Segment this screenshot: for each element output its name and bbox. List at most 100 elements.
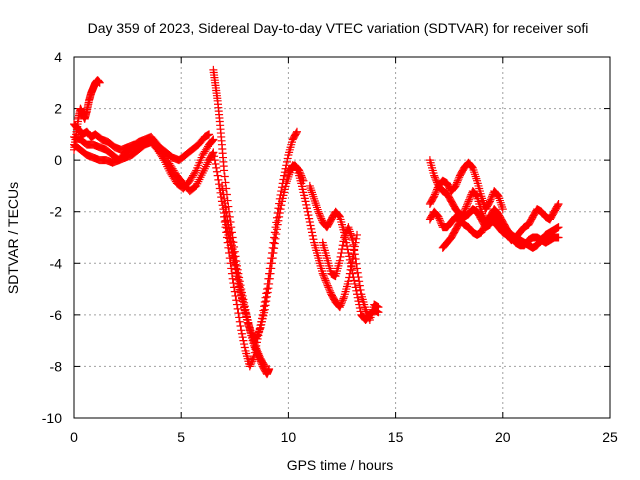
data-point (471, 190, 480, 199)
data-point (270, 239, 279, 248)
data-point (460, 207, 469, 216)
y-tick-label: -6 (50, 307, 63, 323)
data-point (498, 202, 507, 211)
x-tick-label: 0 (70, 429, 78, 445)
data-point (472, 174, 481, 183)
data-point (319, 271, 328, 280)
data-point (270, 228, 279, 237)
data-point (208, 136, 217, 145)
data-point (282, 157, 291, 166)
data-point (459, 209, 468, 218)
data-point (431, 188, 440, 197)
data-point (222, 228, 231, 237)
data-point (462, 202, 471, 211)
data-point (270, 233, 279, 242)
data-point (260, 305, 269, 314)
data-point (220, 166, 229, 175)
data-point (95, 78, 104, 87)
data-point (554, 223, 563, 232)
data-point (302, 200, 311, 209)
data-point (351, 254, 360, 263)
data-point (237, 326, 246, 335)
data-point (264, 274, 273, 283)
plot-frame (73, 56, 611, 419)
y-axis: -10 -8 -6 -4 -2 0 2 4 (42, 49, 610, 426)
data-point (221, 203, 230, 212)
data-point (456, 216, 465, 225)
data-point (338, 297, 346, 306)
data-point (272, 218, 281, 227)
data-point (322, 279, 331, 288)
series-arc-j (318, 223, 383, 325)
data-point (232, 268, 241, 277)
data-point (223, 238, 232, 247)
data-point (209, 135, 218, 144)
data-point (470, 170, 479, 179)
data-point (254, 331, 263, 340)
data-point (261, 301, 270, 310)
data-point (245, 325, 254, 334)
data-point (228, 274, 237, 283)
data-point (457, 214, 466, 223)
data-point (307, 224, 316, 233)
data-point (236, 286, 245, 295)
data-point (451, 181, 460, 190)
data-point (485, 197, 494, 206)
data-point (343, 242, 352, 251)
data-point (232, 300, 241, 309)
data-point (348, 269, 357, 278)
data-point (266, 259, 275, 268)
data-point (210, 156, 219, 165)
data-point (497, 200, 506, 209)
data-point (335, 256, 344, 265)
data-point (251, 345, 260, 354)
y-tick-label: -2 (50, 204, 63, 220)
data-point (463, 200, 472, 209)
data-point (231, 291, 240, 300)
data-point (334, 211, 343, 220)
data-point (207, 137, 216, 146)
data-point (350, 279, 359, 288)
data-point (554, 199, 563, 208)
data-point (231, 260, 240, 269)
data-point (272, 230, 281, 239)
data-point (258, 310, 267, 319)
data-point (318, 269, 327, 278)
data-point (262, 297, 271, 306)
chart-title: Day 359 of 2023, Sidereal Day-to-day VTE… (88, 20, 589, 36)
data-point (264, 284, 273, 293)
data-point (248, 355, 257, 364)
x-tick-label: 15 (388, 429, 404, 445)
data-point (320, 273, 329, 282)
data-point (278, 179, 287, 188)
data-point (345, 252, 354, 261)
data-point (280, 171, 289, 180)
data-point (430, 192, 439, 201)
data-point (353, 264, 362, 273)
data-point (352, 286, 361, 295)
series-arc-b (70, 120, 214, 165)
data-point (322, 278, 331, 287)
data-point (250, 352, 259, 361)
data-point (321, 276, 330, 285)
data-point (255, 324, 264, 333)
data-point (435, 214, 444, 223)
data-point (235, 313, 244, 322)
data-point (257, 317, 266, 326)
data-point (279, 175, 288, 184)
data-point (471, 172, 480, 181)
data-point (336, 252, 345, 261)
data-point (225, 248, 234, 257)
data-point (307, 186, 316, 195)
data-point (353, 230, 362, 239)
data-point (227, 237, 236, 246)
data-point (227, 269, 236, 278)
data-point (307, 228, 316, 237)
data-point (269, 238, 278, 247)
data-point (309, 235, 318, 244)
data-point (553, 201, 562, 210)
y-tick-label: -10 (42, 410, 62, 426)
data-point (461, 204, 470, 213)
data-point (238, 333, 247, 342)
data-point (353, 268, 362, 277)
